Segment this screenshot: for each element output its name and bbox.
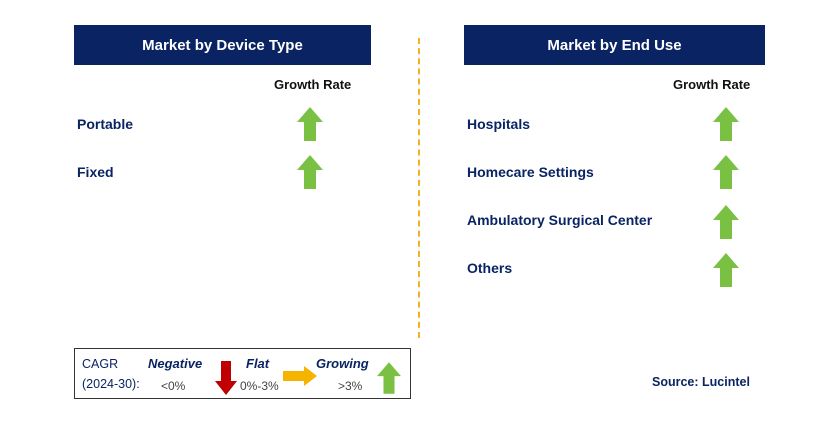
panel-divider xyxy=(418,38,420,338)
end-use-item-homecare: Homecare Settings xyxy=(467,164,594,180)
up-arrow-icon xyxy=(713,155,739,189)
right-arrow-icon xyxy=(283,366,317,386)
up-arrow-icon xyxy=(713,107,739,141)
device-type-growth-rate-label: Growth Rate xyxy=(274,77,352,92)
legend-growing-range: >3% xyxy=(338,379,363,393)
up-arrow-icon xyxy=(297,155,323,189)
legend-growing-label: Growing xyxy=(316,356,369,371)
up-arrow-icon xyxy=(377,362,401,394)
legend-cagr-label: CAGR xyxy=(82,357,119,371)
device-item-fixed: Fixed xyxy=(77,164,114,180)
source-credit: Source: Lucintel xyxy=(652,375,750,389)
legend-flat-range: 0%-3% xyxy=(240,379,279,393)
up-arrow-icon xyxy=(297,107,323,141)
end-use-title: Market by End Use xyxy=(547,36,682,54)
end-use-item-hospitals: Hospitals xyxy=(467,116,531,132)
device-type-header: Market by Device Type xyxy=(74,25,371,65)
cagr-legend: CAGR (2024-30): Negative <0% Flat 0%-3% … xyxy=(74,348,411,399)
up-arrow-icon xyxy=(713,205,739,239)
device-item-portable: Portable xyxy=(77,116,134,132)
up-arrow-icon xyxy=(713,253,739,287)
down-arrow-icon xyxy=(215,361,237,395)
end-use-header: Market by End Use xyxy=(464,25,765,65)
legend-negative-range: <0% xyxy=(161,379,186,393)
legend-cagr-period: (2024-30): xyxy=(82,377,140,391)
device-type-title: Market by Device Type xyxy=(142,36,303,54)
legend-flat-label: Flat xyxy=(246,356,270,371)
end-use-growth-rate-label: Growth Rate xyxy=(673,77,751,92)
end-use-item-ambulatory: Ambulatory Surgical Center xyxy=(467,212,653,228)
end-use-item-others: Others xyxy=(467,260,513,276)
legend-negative-label: Negative xyxy=(148,356,203,371)
